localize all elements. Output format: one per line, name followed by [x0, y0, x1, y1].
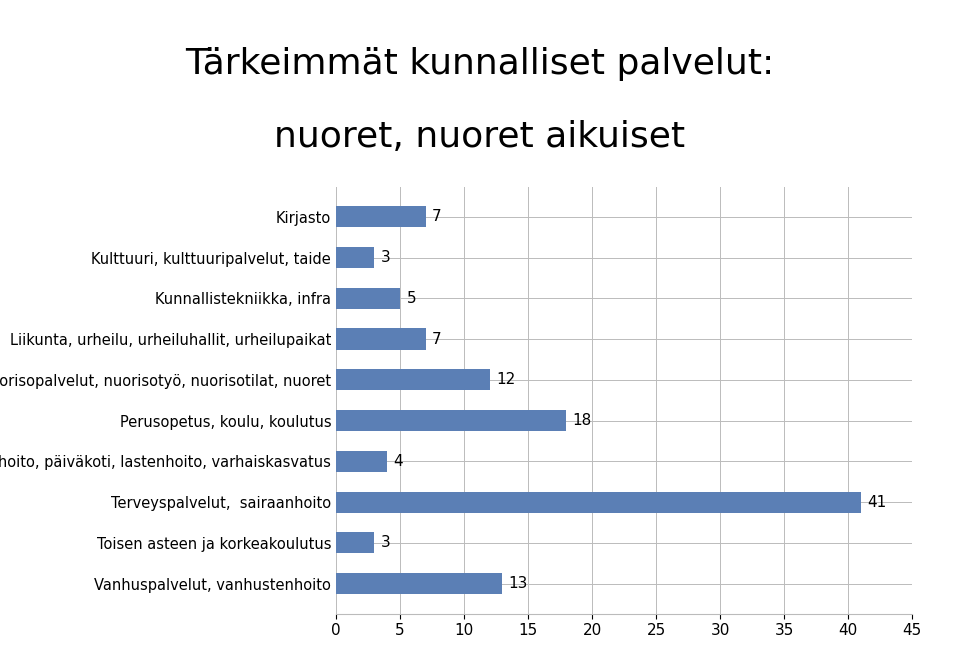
Text: 5: 5: [406, 291, 416, 305]
Text: 3: 3: [381, 250, 391, 265]
Bar: [336, 370, 490, 390]
Text: 13: 13: [509, 576, 528, 591]
Bar: [336, 287, 400, 309]
Bar: [336, 532, 374, 554]
Bar: [336, 451, 387, 472]
Text: 4: 4: [394, 454, 403, 469]
Text: 3: 3: [381, 536, 391, 550]
Text: Tärkeimmät kunnalliset palvelut:: Tärkeimmät kunnalliset palvelut:: [185, 47, 775, 81]
Text: nuoret, nuoret aikuiset: nuoret, nuoret aikuiset: [275, 120, 685, 154]
Bar: [336, 206, 425, 227]
Bar: [336, 247, 374, 268]
Bar: [336, 410, 566, 431]
Text: 7: 7: [432, 209, 442, 224]
Text: 41: 41: [867, 495, 886, 510]
Bar: [336, 573, 502, 594]
Bar: [336, 328, 425, 350]
Text: 12: 12: [496, 372, 516, 388]
Bar: [336, 492, 861, 513]
Text: 18: 18: [573, 413, 592, 428]
Text: 7: 7: [432, 331, 442, 347]
